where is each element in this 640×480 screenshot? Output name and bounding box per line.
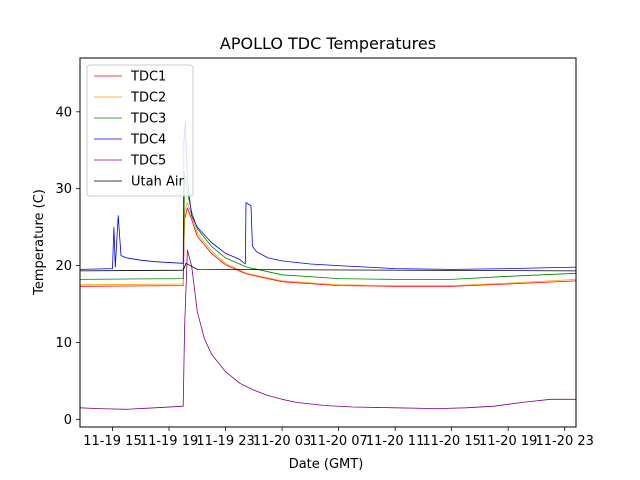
legend: TDC1 TDC2 TDC3 TDC4 TDC5 Utah Air	[86, 64, 194, 197]
x-tick-label: 11-20 19	[479, 434, 537, 449]
y-tick-label: 0	[64, 413, 72, 428]
y-axis-label: Temperature (C)	[32, 189, 47, 296]
legend-label: TDC4	[130, 133, 166, 148]
x-tick-label: 11-20 23	[535, 434, 593, 449]
legend-box	[86, 64, 194, 197]
x-tick-label: 11-20 11	[366, 434, 424, 449]
y-tick-label: 20	[55, 259, 72, 274]
y-axis: 0 10 20 30 40	[55, 105, 80, 428]
series-line-tdc1	[80, 207, 576, 287]
x-tick-label: 11-19 15	[83, 434, 141, 449]
legend-label: TDC2	[130, 91, 166, 106]
series-line-utah-air	[80, 262, 576, 272]
x-tick-label: 11-19 23	[196, 434, 254, 449]
x-tick-label: 11-20 15	[422, 434, 480, 449]
legend-label: Utah Air	[131, 175, 184, 190]
y-tick-label: 40	[55, 105, 72, 120]
legend-label: TDC1	[130, 70, 166, 85]
legend-label: TDC5	[130, 154, 166, 169]
series-line-tdc5	[80, 249, 576, 410]
y-tick-label: 30	[55, 182, 72, 197]
x-tick-label: 11-20 03	[253, 434, 311, 449]
legend-label: TDC3	[130, 112, 166, 127]
y-tick-label: 10	[55, 336, 72, 351]
series-line-tdc2	[80, 202, 576, 287]
x-axis-label: Date (GMT)	[289, 457, 364, 472]
x-tick-label: 11-20 07	[309, 434, 367, 449]
chart-title: APOLLO TDC Temperatures	[220, 34, 436, 53]
series-line-tdc4	[80, 120, 576, 270]
x-tick-label: 11-19 19	[140, 434, 198, 449]
plot-frame	[79, 57, 577, 428]
